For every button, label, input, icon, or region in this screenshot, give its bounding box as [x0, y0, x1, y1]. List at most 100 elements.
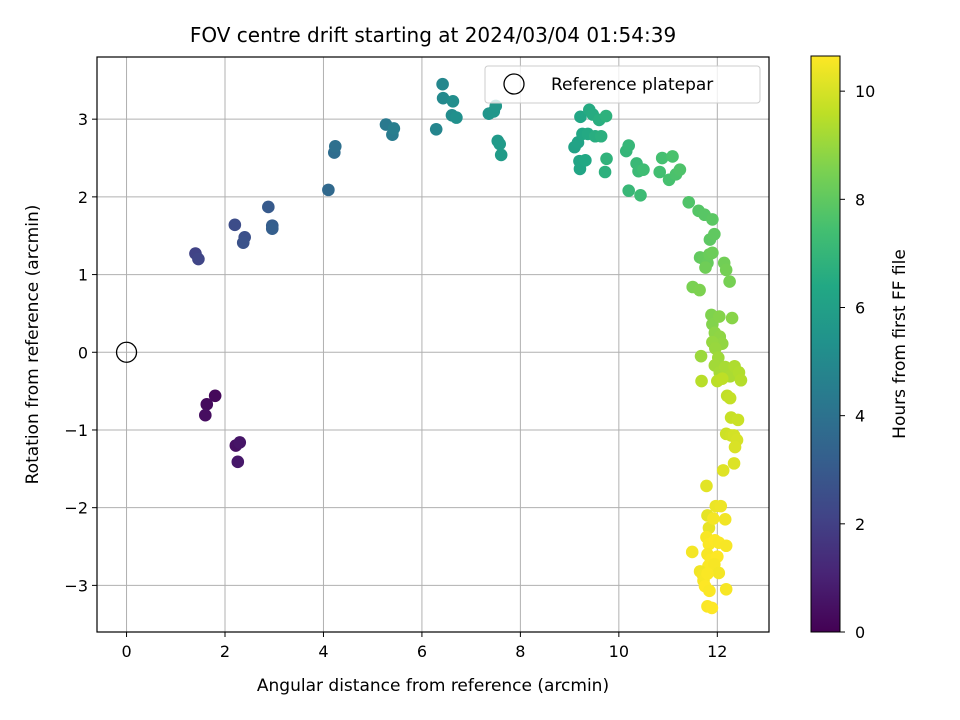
y-tick-label: 2 — [78, 188, 88, 207]
x-tick-label: 10 — [609, 642, 629, 661]
x-tick-label: 2 — [220, 642, 230, 661]
data-point — [598, 165, 612, 179]
data-point — [574, 110, 587, 124]
data-point — [328, 140, 342, 153]
data-point — [265, 222, 279, 236]
data-point — [622, 139, 635, 152]
data-point — [673, 163, 687, 176]
data-point — [199, 408, 212, 422]
reference-marker — [115, 341, 138, 363]
data-point — [387, 122, 401, 135]
data-point — [700, 479, 713, 493]
data-point — [703, 584, 716, 598]
data-point — [233, 436, 247, 449]
data-point — [694, 349, 708, 363]
y-tick-label: 0 — [78, 343, 88, 362]
data-point — [725, 311, 739, 325]
data-point — [436, 77, 449, 91]
data-point — [494, 148, 508, 162]
data-point — [707, 512, 720, 525]
data-point — [685, 545, 699, 559]
colorbar-ticks: 0 2 4 6 8 10 — [840, 82, 875, 642]
x-tick-label: 12 — [707, 642, 727, 661]
data-point — [653, 165, 667, 179]
data-point — [594, 129, 608, 143]
data-point — [446, 94, 460, 108]
data-point — [708, 227, 721, 241]
data-point — [723, 391, 737, 405]
data-point — [734, 373, 748, 387]
data-point — [637, 163, 650, 176]
colorbar-tick-label: 6 — [855, 298, 865, 317]
data-point — [723, 275, 736, 288]
data-point — [718, 513, 732, 526]
x-tick-label: 4 — [318, 642, 328, 661]
colorbar-tick-label: 0 — [855, 623, 865, 642]
data-point — [655, 151, 669, 165]
data-point — [716, 464, 730, 477]
colorbar-label: Hours from first FF file — [890, 249, 910, 439]
data-point — [731, 413, 745, 427]
y-tick-label: 1 — [78, 266, 88, 285]
data-point — [727, 457, 741, 470]
data-point — [706, 213, 719, 226]
data-point — [228, 218, 242, 232]
legend-label-reference: Reference platepar — [551, 75, 713, 95]
data-point — [706, 246, 719, 260]
reference-point — [115, 341, 138, 363]
y-tick-label: −2 — [64, 499, 88, 518]
data-point — [718, 360, 732, 374]
colorbar-tick-label: 8 — [855, 190, 865, 209]
data-point — [436, 91, 450, 105]
x-tick-label: 8 — [515, 642, 525, 661]
colorbar-tick-label: 4 — [855, 407, 865, 426]
data-point — [719, 539, 733, 553]
data-point — [666, 150, 679, 163]
data-point — [493, 137, 507, 151]
data-point — [599, 109, 613, 123]
x-axis-ticks: 0 2 4 6 8 10 12 — [121, 632, 727, 661]
data-point — [712, 310, 726, 323]
data-point — [200, 398, 214, 411]
data-point — [600, 152, 613, 166]
data-point — [192, 252, 205, 266]
y-tick-label: 3 — [78, 110, 88, 129]
grid — [97, 57, 769, 632]
data-point — [231, 455, 245, 469]
legend-reference-marker — [503, 73, 525, 95]
data-point — [208, 389, 222, 403]
data-point — [634, 189, 647, 202]
x-axis-label: Angular distance from reference (arcmin) — [257, 676, 609, 696]
data-point — [682, 196, 696, 209]
y-tick-label: −3 — [64, 576, 88, 595]
data-point — [715, 372, 729, 385]
data-point — [695, 374, 708, 388]
x-tick-label: 0 — [121, 642, 131, 661]
legend-box — [484, 65, 761, 104]
data-point — [719, 263, 733, 277]
data-points — [189, 77, 748, 615]
data-point — [579, 154, 592, 167]
data-point — [322, 183, 335, 197]
data-point — [714, 499, 728, 513]
colorbar-gradient — [810, 55, 841, 633]
data-point — [701, 567, 714, 581]
legend: Reference platepar — [484, 65, 761, 104]
data-point — [728, 440, 742, 454]
colorbar-tick-label: 10 — [855, 82, 875, 101]
y-axis-ticks: −3 −2 −1 0 1 2 3 — [64, 110, 97, 595]
data-point — [719, 582, 733, 596]
data-point — [429, 122, 443, 136]
x-tick-label: 6 — [417, 642, 427, 661]
data-point — [699, 261, 712, 274]
data-point — [450, 111, 463, 124]
data-point — [693, 283, 706, 297]
y-axis-label: Rotation from reference (arcmin) — [23, 205, 43, 485]
data-point — [622, 184, 635, 197]
y-tick-label: −1 — [64, 421, 88, 440]
colorbar-tick-label: 2 — [855, 515, 865, 534]
data-point — [712, 566, 726, 580]
chart-title: FOV centre drift starting at 2024/03/04 … — [190, 23, 676, 47]
colorbar: 0 2 4 6 8 10 Hours from first FF file — [810, 55, 910, 642]
